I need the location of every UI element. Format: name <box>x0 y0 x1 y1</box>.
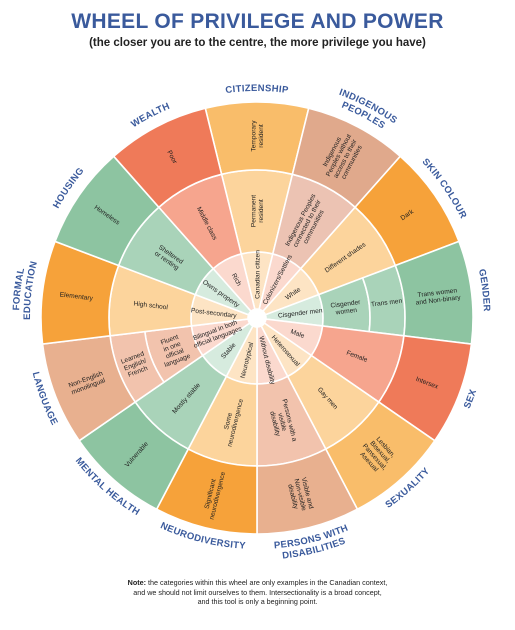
note-line-3: and this tool is only a beginning point. <box>197 597 318 607</box>
gender-middle2-label: Trans men <box>371 298 403 309</box>
page-subtitle: (the closer you are to the centre, the m… <box>89 37 426 49</box>
formal-education-outer-label: Elementary <box>59 291 94 302</box>
wealth-outer-segment <box>112 107 223 209</box>
footnote: Note: the categories within this wheel a… <box>90 578 425 607</box>
citizenship-outer-label: Temporaryresident <box>251 120 265 152</box>
citizenship-inner-label: Canadian citizen <box>254 250 261 299</box>
formal-education-middle-label: High school <box>133 300 169 311</box>
sex-heading: SEX <box>462 388 479 411</box>
page-title: WHEEL OF PRIVILEGE AND POWER <box>71 10 444 33</box>
gender-middle-label: Cisgenderwomen <box>330 299 362 317</box>
note-line-1: the categories within this wheel are onl… <box>148 578 388 587</box>
citizenship-middle-label: Permanentresident <box>251 195 265 227</box>
sex-inner-label: Male <box>289 328 305 340</box>
citizenship-heading: CITIZENSHIP <box>225 83 290 96</box>
note-label: Note: <box>127 578 147 587</box>
wheel-centre <box>248 309 266 327</box>
gender-heading: GENDER <box>476 268 492 312</box>
wheel-sectors <box>40 101 474 535</box>
note-line-2: and we should not limit ourselves to the… <box>133 587 382 597</box>
